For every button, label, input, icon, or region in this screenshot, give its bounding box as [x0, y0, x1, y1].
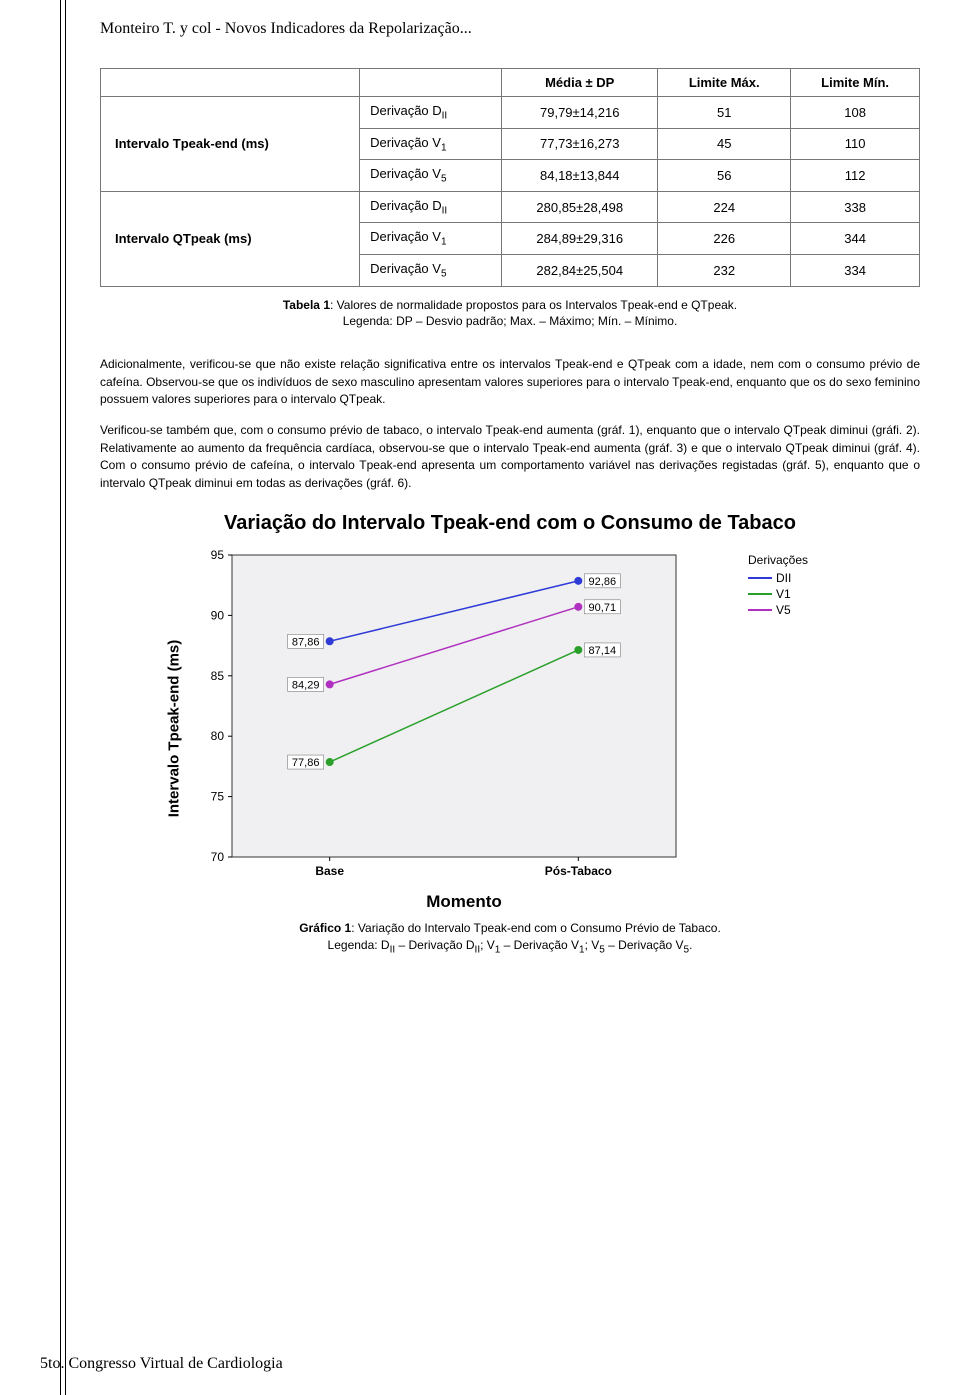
chart-caption-bold: Gráfico 1: [299, 921, 351, 935]
th-max: Limite Máx.: [658, 69, 791, 97]
cell-max: 226: [658, 223, 791, 255]
svg-text:87,86: 87,86: [292, 636, 320, 648]
cell-min: 110: [791, 128, 920, 160]
chart-title: Variação do Intervalo Tpeak-end com o Co…: [160, 512, 860, 535]
svg-text:90,71: 90,71: [589, 602, 617, 614]
svg-text:84,29: 84,29: [292, 679, 320, 691]
svg-text:70: 70: [211, 850, 225, 864]
cell-derivacao: Derivação DII: [360, 97, 502, 129]
chart-caption-line2: Legenda: DII – Derivação DII; V1 – Deriv…: [328, 938, 693, 952]
svg-text:Base: Base: [315, 864, 344, 878]
page-footer: 5to. Congresso Virtual de Cardiologia: [40, 1355, 283, 1373]
left-margin-rule: [60, 0, 66, 1395]
paragraph-2: Verificou-se também que, com o consumo p…: [100, 422, 920, 492]
svg-text:95: 95: [211, 548, 225, 562]
cell-min: 112: [791, 160, 920, 192]
cell-derivacao: Derivação V5: [360, 160, 502, 192]
th-min: Limite Mín.: [791, 69, 920, 97]
page-header: Monteiro T. y col - Novos Indicadores da…: [100, 20, 920, 38]
row-group-label-tpeakend: Intervalo Tpeak-end (ms): [101, 97, 360, 192]
chart-container: Variação do Intervalo Tpeak-end com o Co…: [160, 512, 860, 957]
chart-svg: 70 75 80 85 90 95 Base Pós-Tabaco 87,86 92,86 77,8…: [188, 545, 688, 885]
svg-text:75: 75: [211, 789, 225, 803]
cell-media: 284,89±29,316: [502, 223, 658, 255]
cell-max: 51: [658, 97, 791, 129]
legend-item: V1: [748, 587, 860, 601]
cell-min: 108: [791, 97, 920, 129]
y-axis-label: Intervalo Tpeak-end (ms): [166, 640, 183, 818]
paragraph-1: Adicionalmente, verificou-se que não exi…: [100, 356, 920, 408]
th-blank-1: [101, 69, 360, 97]
table-header-row: Média ± DP Limite Máx. Limite Mín.: [101, 69, 920, 97]
normality-values-table: Média ± DP Limite Máx. Limite Mín. Inter…: [100, 68, 920, 287]
svg-text:87,14: 87,14: [589, 645, 617, 657]
th-blank-2: [360, 69, 502, 97]
table-caption-line2: Legenda: DP – Desvio padrão; Max. – Máxi…: [343, 314, 678, 328]
cell-derivacao: Derivação DII: [360, 191, 502, 223]
cell-min: 344: [791, 223, 920, 255]
cell-max: 56: [658, 160, 791, 192]
table-row: Intervalo Tpeak-end (ms)Derivação DII79,…: [101, 97, 920, 129]
legend-item: V5: [748, 603, 860, 617]
svg-text:80: 80: [211, 729, 225, 743]
chart-legend: Derivações DII V1 V5: [740, 545, 860, 912]
cell-media: 280,85±28,498: [502, 191, 658, 223]
cell-media: 79,79±14,216: [502, 97, 658, 129]
cell-max: 232: [658, 254, 791, 286]
cell-derivacao: Derivação V1: [360, 128, 502, 160]
svg-text:85: 85: [211, 669, 225, 683]
row-group-label-qtpeak: Intervalo QTpeak (ms): [101, 191, 360, 286]
x-axis-label: Momento: [188, 892, 740, 912]
legend-label: DII: [776, 571, 791, 585]
legend-swatch: [748, 609, 772, 611]
chart-caption-text: : Variação do Intervalo Tpeak-end com o …: [351, 921, 721, 935]
table-row: Intervalo QTpeak (ms)Derivação DII280,85…: [101, 191, 920, 223]
th-media: Média ± DP: [502, 69, 658, 97]
table-caption: Tabela 1: Valores de normalidade propost…: [100, 297, 920, 331]
legend-label: V1: [776, 587, 791, 601]
legend-swatch: [748, 593, 772, 595]
cell-media: 84,18±13,844: [502, 160, 658, 192]
table-caption-text: : Valores de normalidade propostos para …: [330, 298, 737, 312]
cell-min: 338: [791, 191, 920, 223]
cell-derivacao: Derivação V5: [360, 254, 502, 286]
chart-area: Intervalo Tpeak-end (ms) 70 75 80 85 90 95 Bas…: [160, 545, 860, 912]
legend-title: Derivações: [748, 553, 860, 567]
legend-swatch: [748, 577, 772, 579]
cell-min: 334: [791, 254, 920, 286]
cell-derivacao: Derivação V1: [360, 223, 502, 255]
table-caption-bold: Tabela 1: [283, 298, 330, 312]
plot-column: 70 75 80 85 90 95 Base Pós-Tabaco 87,86 92,86 77,8…: [188, 545, 740, 912]
legend-label: V5: [776, 603, 791, 617]
svg-text:77,86: 77,86: [292, 757, 320, 769]
svg-text:92,86: 92,86: [589, 576, 617, 588]
svg-text:90: 90: [211, 608, 225, 622]
cell-max: 45: [658, 128, 791, 160]
cell-max: 224: [658, 191, 791, 223]
y-axis-label-wrap: Intervalo Tpeak-end (ms): [160, 545, 188, 912]
cell-media: 282,84±25,504: [502, 254, 658, 286]
legend-item: DII: [748, 571, 860, 585]
chart-caption: Gráfico 1: Variação do Intervalo Tpeak-e…: [160, 920, 860, 957]
cell-media: 77,73±16,273: [502, 128, 658, 160]
svg-text:Pós-Tabaco: Pós-Tabaco: [545, 864, 612, 878]
